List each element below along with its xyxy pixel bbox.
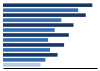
- bar: [3, 13, 86, 17]
- bar: [3, 18, 61, 22]
- x-axis: [4, 68, 98, 69]
- chart: [0, 0, 100, 71]
- bar: [3, 48, 50, 52]
- x-axis-line: [4, 68, 98, 69]
- bar: [3, 28, 55, 32]
- plot-area: [3, 3, 98, 68]
- bar: [3, 8, 78, 12]
- bar: [3, 53, 58, 57]
- bar: [3, 23, 74, 27]
- bar: [3, 33, 69, 37]
- bar: [3, 3, 92, 7]
- bar: [3, 43, 64, 47]
- bars: [3, 3, 92, 66]
- bar: [3, 58, 45, 62]
- bar: [3, 38, 48, 42]
- bar: [3, 63, 41, 67]
